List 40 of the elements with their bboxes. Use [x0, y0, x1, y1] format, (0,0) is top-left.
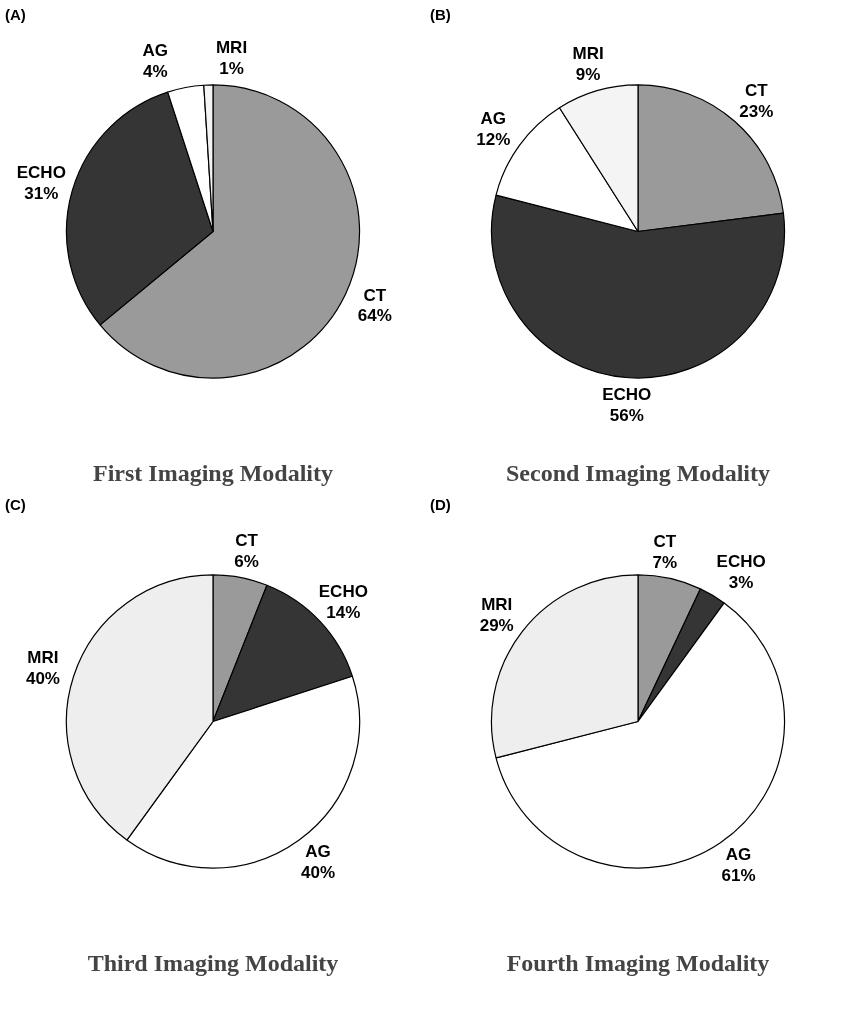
data-label: 9%: [575, 65, 601, 85]
text: (D): [429, 496, 451, 514]
slice-label: AG: [142, 40, 169, 60]
slice-label: MRI: [215, 37, 248, 57]
text: First Imaging Modality: [93, 459, 334, 486]
text: (A): [4, 6, 26, 24]
slice-label: AG: [725, 845, 752, 865]
slice-label: CT: [653, 531, 677, 551]
slice-label: MRI: [572, 44, 604, 64]
text: Fourth Imaging Modality: [506, 949, 770, 976]
text: (C): [4, 496, 26, 514]
data-label: 23%: [739, 101, 774, 121]
data-label: 3%: [728, 572, 754, 592]
slice-label: MRI: [27, 647, 59, 667]
data-label: 14%: [326, 603, 361, 623]
data-label: 6%: [234, 551, 259, 571]
slice-label: ECHO: [716, 551, 766, 571]
data-label: 4%: [143, 61, 168, 81]
slice-label: AG: [305, 842, 331, 862]
data-label: 61%: [721, 866, 756, 886]
slice-label: CT: [363, 285, 387, 305]
slice-label: ECHO: [16, 163, 66, 183]
data-label: 56%: [609, 406, 644, 426]
slice-label: CT: [744, 81, 769, 101]
data-label: 40%: [25, 668, 60, 688]
data-label: 64%: [357, 306, 392, 326]
data-label: 29%: [479, 615, 514, 635]
data-label: 31%: [24, 183, 59, 203]
data-label: 12%: [476, 130, 511, 150]
text: Third Imaging Modality: [87, 949, 339, 976]
data-label: 7%: [652, 552, 678, 572]
slice-label: MRI: [481, 594, 513, 614]
text: (B): [429, 6, 451, 24]
slice-label: ECHO: [318, 582, 368, 602]
text: Second Imaging Modality: [505, 459, 771, 486]
data-label: 40%: [301, 863, 336, 883]
data-label: 1%: [219, 58, 244, 78]
slice-label: ECHO: [602, 385, 652, 405]
slice-label: CT: [235, 530, 259, 550]
slice-label: AG: [480, 109, 507, 129]
